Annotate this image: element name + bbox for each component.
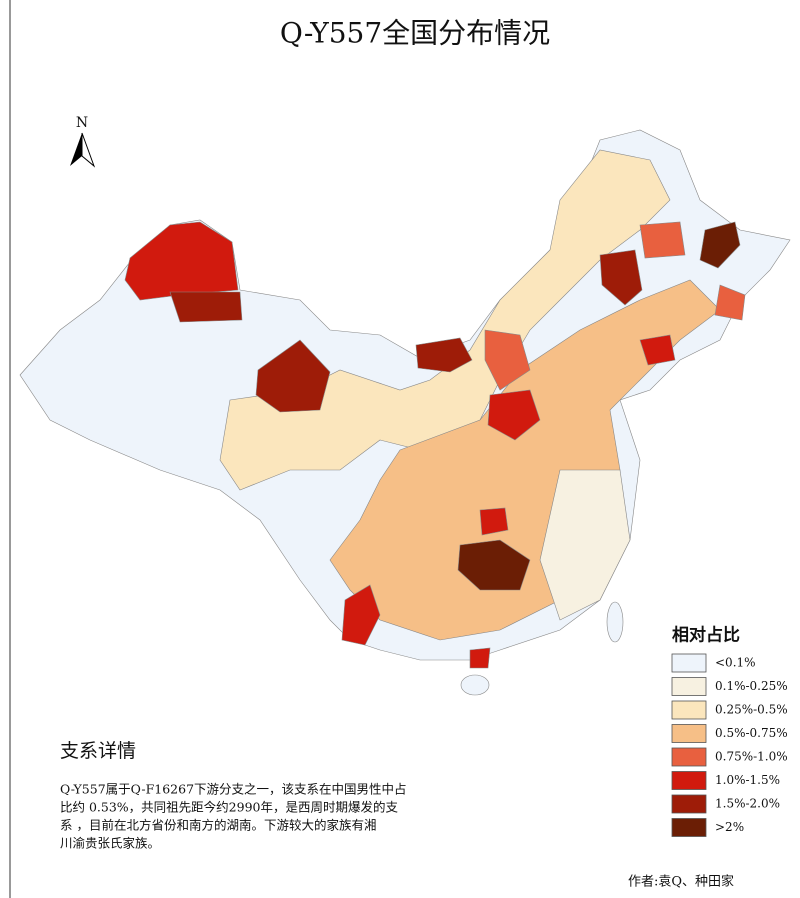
region (479, 507, 509, 536)
legend-swatch (671, 771, 707, 790)
region (699, 221, 741, 269)
legend-label: 1.5%-2.0% (715, 797, 780, 811)
legend-title: 相对占比 (672, 625, 740, 646)
legend-label: 0.1%-0.25% (715, 679, 788, 693)
north-arrow-right (81, 132, 96, 168)
description-line: 比约 0.53%，共同祖先距今约2990年，是西周时期爆发的支 (60, 800, 398, 815)
region (124, 221, 239, 301)
legend-swatch (671, 747, 707, 767)
legend-label: 1.0%-1.5% (715, 773, 780, 787)
region (457, 539, 531, 591)
legend-swatch (671, 700, 707, 720)
region (639, 221, 686, 259)
region (169, 291, 243, 323)
north-arrow: N (70, 115, 96, 168)
legend: <0.1% 0.1%-0.25% 0.25%-0.5% 0.5%-0.75% 0.75%… (671, 653, 788, 837)
legend-swatch (671, 818, 707, 837)
description-line: 系 ，目前在北方省份和南方的湖南。下游较大的家族有湘 (60, 818, 376, 833)
legend-label: <0.1% (715, 656, 756, 670)
region (487, 389, 541, 441)
north-label: N (76, 115, 88, 131)
region (255, 339, 331, 413)
legend-label: >2% (715, 820, 744, 834)
legend-label: 0.5%-0.75% (715, 726, 788, 740)
region (539, 469, 631, 621)
legend-label: 0.75%-1.0% (715, 750, 788, 764)
legend-swatch (671, 677, 707, 696)
region (484, 329, 531, 391)
legend-label: 0.25%-0.5% (715, 703, 788, 717)
legend-swatch (671, 653, 707, 673)
region (714, 284, 746, 321)
region (639, 334, 676, 366)
region (599, 249, 643, 306)
description-title: 支系详情 (60, 740, 136, 762)
region (341, 584, 381, 646)
map-title: Q-Y557全国分布情况 (280, 17, 550, 50)
region (415, 337, 473, 373)
china-map (19, 129, 791, 696)
author: 作者:袁Q、种田家 (628, 874, 734, 890)
region (219, 149, 671, 491)
north-arrow-left (70, 133, 82, 166)
region (460, 674, 490, 696)
region (606, 601, 624, 643)
description-line: 川渝贵张氏家族。 (60, 836, 160, 851)
description-line: Q-Y557属于Q-F16267下游分支之一，该支系在中国男性中占 (60, 782, 407, 797)
region (469, 647, 491, 669)
legend-swatch (671, 794, 707, 814)
legend-swatch (671, 724, 707, 743)
